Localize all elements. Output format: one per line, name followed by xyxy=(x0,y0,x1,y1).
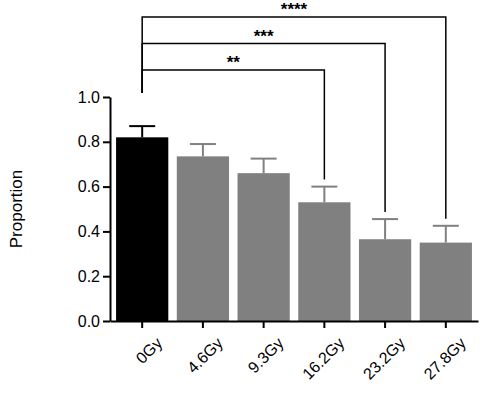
significance-bracket: **** xyxy=(142,0,446,219)
error-stem xyxy=(323,187,325,203)
y-tick-label: 0.2 xyxy=(78,268,100,285)
bar xyxy=(177,156,229,321)
y-tick: 0.0 xyxy=(78,313,110,330)
y-tick-mark xyxy=(103,231,110,233)
y-tick-mark xyxy=(103,186,110,188)
x-tick-mark xyxy=(445,321,447,328)
x-tick: 4.6Gy xyxy=(184,321,226,376)
significance-label: *** xyxy=(254,27,274,46)
error-stem xyxy=(141,126,143,137)
error-bar xyxy=(372,219,398,239)
x-axis: 0Gy 4.6Gy 9.3Gy 16.2Gy23.2Gy27.8Gy xyxy=(111,321,479,383)
x-tick-label: 4.6Gy xyxy=(184,334,226,376)
bar xyxy=(420,243,472,321)
x-tick: 27.8Gy xyxy=(421,321,470,383)
error-cap xyxy=(190,143,216,145)
error-cap xyxy=(129,125,155,127)
y-tick-mark xyxy=(103,97,110,99)
error-stem xyxy=(445,226,447,243)
x-tick: 23.2Gy xyxy=(360,321,409,383)
y-tick: 1.0 xyxy=(78,89,110,106)
bracket-line xyxy=(142,44,385,213)
error-cap xyxy=(251,158,277,160)
x-tick-label: 16.2Gy xyxy=(299,334,348,383)
significance-bracket: *** xyxy=(142,27,385,213)
y-tick-mark xyxy=(103,141,110,143)
error-bar xyxy=(190,144,216,156)
x-tick-label: 27.8Gy xyxy=(421,334,470,383)
x-tick-mark xyxy=(202,321,204,328)
error-stem xyxy=(202,144,204,156)
x-axis-line xyxy=(111,321,479,323)
error-cap xyxy=(433,225,459,227)
bracket-line xyxy=(142,70,324,180)
x-tick-label: 9.3Gy xyxy=(245,334,287,376)
y-tick: 0.8 xyxy=(78,133,110,150)
bar xyxy=(359,239,411,321)
x-tick-mark xyxy=(384,321,386,328)
bracket-line xyxy=(142,17,446,219)
significance-label: **** xyxy=(281,0,308,19)
error-stem xyxy=(263,159,265,174)
y-tick-mark xyxy=(103,321,110,323)
plot-area xyxy=(116,126,472,321)
error-bar xyxy=(251,159,277,174)
x-tick-mark xyxy=(263,321,265,328)
y-tick-label: 0.0 xyxy=(78,313,100,330)
y-axis-title: Proportion xyxy=(7,170,26,248)
x-tick-label: 23.2Gy xyxy=(360,334,409,383)
error-bar xyxy=(433,226,459,243)
y-axis: 0.0 0.2 0.4 0.6 0.8 1.0 xyxy=(78,89,111,330)
error-stem xyxy=(384,219,386,239)
y-tick-label: 0.6 xyxy=(78,178,100,195)
x-tick-mark xyxy=(141,321,143,328)
y-tick: 0.6 xyxy=(78,178,110,195)
x-tick: 16.2Gy xyxy=(299,321,348,383)
chart: 0.0 0.2 0.4 0.6 0.8 1.0 0Gy 4.6Gy 9.3Gy 16.2Gy23.… xyxy=(0,0,500,399)
bar xyxy=(238,173,290,321)
y-tick: 0.4 xyxy=(78,223,110,240)
significance-bracket: ** xyxy=(142,53,324,180)
y-tick-label: 0.8 xyxy=(78,133,100,150)
error-bar xyxy=(311,187,337,203)
x-tick: 9.3Gy xyxy=(245,321,287,376)
bar xyxy=(298,202,350,321)
y-tick: 0.2 xyxy=(78,268,110,285)
significance-label: ** xyxy=(227,53,241,72)
bar xyxy=(116,137,168,321)
x-tick-mark xyxy=(323,321,325,328)
x-tick-label: 0Gy xyxy=(133,334,166,367)
error-bar xyxy=(129,126,155,137)
y-tick-label: 1.0 xyxy=(78,89,100,106)
error-cap xyxy=(372,218,398,220)
y-axis-line xyxy=(110,98,112,322)
y-tick-label: 0.4 xyxy=(78,223,100,240)
y-tick-mark xyxy=(103,276,110,278)
x-tick: 0Gy xyxy=(133,321,166,367)
error-cap xyxy=(311,186,337,188)
